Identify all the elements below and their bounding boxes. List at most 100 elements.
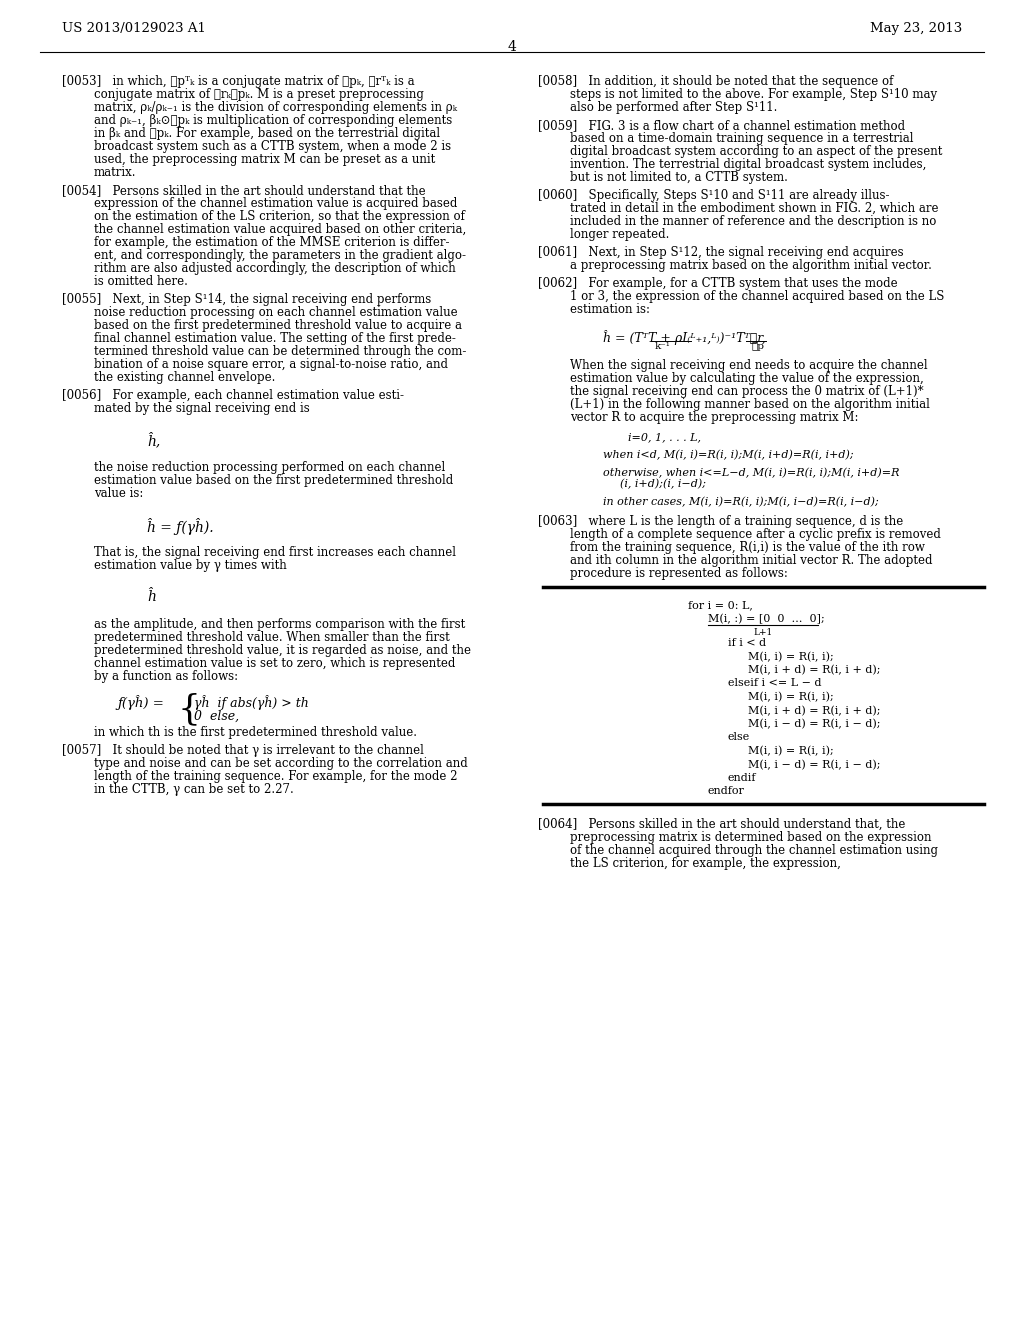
Text: M(i, i − d) = R(i, i − d);: M(i, i − d) = R(i, i − d);: [748, 759, 881, 770]
Text: longer repeated.: longer repeated.: [570, 228, 670, 242]
Text: endfor: endfor: [708, 787, 744, 796]
Text: value is:: value is:: [94, 487, 143, 500]
Text: matrix, ρₖ/ρₖ₋₁ is the division of corresponding elements in ρₖ: matrix, ρₖ/ρₖ₋₁ is the division of corre…: [94, 102, 457, 114]
Text: a preprocessing matrix based on the algorithm initial vector.: a preprocessing matrix based on the algo…: [570, 259, 932, 272]
Text: ⃗p: ⃗p: [751, 342, 764, 351]
Text: [0054]   Persons skilled in the art should understand that the: [0054] Persons skilled in the art should…: [62, 183, 426, 197]
Text: included in the manner of reference and the description is no: included in the manner of reference and …: [570, 215, 936, 228]
Text: [0060]   Specifically, Steps S¹10 and S¹11 are already illus-: [0060] Specifically, Steps S¹10 and S¹11…: [538, 189, 890, 202]
Text: US 2013/0129023 A1: US 2013/0129023 A1: [62, 22, 206, 36]
Text: the noise reduction processing performed on each channel: the noise reduction processing performed…: [94, 461, 445, 474]
Text: broadcast system such as a CTTB system, when a mode 2 is: broadcast system such as a CTTB system, …: [94, 140, 452, 153]
Text: May 23, 2013: May 23, 2013: [869, 22, 962, 36]
Text: ĥ,: ĥ,: [147, 433, 160, 449]
Text: in βₖ and ⃗pₖ. For example, based on the terrestrial digital: in βₖ and ⃗pₖ. For example, based on the…: [94, 127, 440, 140]
Text: the existing channel envelope.: the existing channel envelope.: [94, 371, 275, 384]
Text: the channel estimation value acquired based on other criteria,: the channel estimation value acquired ba…: [94, 223, 466, 236]
Text: [0064]   Persons skilled in the art should understand that, the: [0064] Persons skilled in the art should…: [538, 818, 905, 832]
Text: M(i, :) = [0  0  …  0];: M(i, :) = [0 0 … 0];: [708, 614, 824, 624]
Text: [0062]   For example, for a CTTB system that uses the mode: [0062] For example, for a CTTB system th…: [538, 277, 898, 290]
Text: ĥ: ĥ: [147, 590, 156, 605]
Text: vector R to acquire the preprocessing matrix M:: vector R to acquire the preprocessing ma…: [570, 411, 858, 424]
Text: from the training sequence, R(i,i) is the value of the ith row: from the training sequence, R(i,i) is th…: [570, 541, 925, 554]
Text: matrix.: matrix.: [94, 166, 136, 180]
Text: (L+1) in the following manner based on the algorithm initial: (L+1) in the following manner based on t…: [570, 399, 930, 411]
Text: but is not limited to, a CTTB system.: but is not limited to, a CTTB system.: [570, 172, 787, 183]
Text: ƒ(γĥ) =: ƒ(γĥ) =: [117, 696, 164, 710]
Text: otherwise, when i<=L−d, M(i, i)=R(i, i);M(i, i+d)=R: otherwise, when i<=L−d, M(i, i)=R(i, i);…: [603, 469, 899, 478]
Text: is omitted here.: is omitted here.: [94, 275, 187, 288]
Text: elseif i <= L − d: elseif i <= L − d: [728, 678, 821, 689]
Text: When the signal receiving end needs to acquire the channel: When the signal receiving end needs to a…: [570, 359, 928, 372]
Text: L+1: L+1: [754, 628, 773, 638]
Text: That is, the signal receiving end first increases each channel: That is, the signal receiving end first …: [94, 546, 456, 558]
Text: also be performed after Step S¹11.: also be performed after Step S¹11.: [570, 102, 777, 114]
Text: final channel estimation value. The setting of the first prede-: final channel estimation value. The sett…: [94, 333, 456, 345]
Text: 4: 4: [508, 40, 516, 54]
Text: bination of a noise square error, a signal-to-noise ratio, and: bination of a noise square error, a sign…: [94, 358, 449, 371]
Text: k⁻¹: k⁻¹: [655, 342, 671, 351]
Text: predetermined threshold value. When smaller than the first: predetermined threshold value. When smal…: [94, 631, 450, 644]
Text: by a function as follows:: by a function as follows:: [94, 671, 239, 682]
Text: (i, i+d);(i, i−d);: (i, i+d);(i, i−d);: [620, 479, 706, 490]
Text: ent, and correspondingly, the parameters in the gradient algo-: ent, and correspondingly, the parameters…: [94, 249, 466, 261]
Text: channel estimation value is set to zero, which is represented: channel estimation value is set to zero,…: [94, 657, 456, 671]
Text: for example, the estimation of the MMSE criterion is differ-: for example, the estimation of the MMSE …: [94, 236, 450, 249]
Text: ĥ = ƒ(γĥ).: ĥ = ƒ(γĥ).: [147, 517, 214, 535]
Text: ĥ = (TᵀT + ρI₍ᴸ₊₁,ᴸ₎)⁻¹Tᵀ⃗r,: ĥ = (TᵀT + ρI₍ᴸ₊₁,ᴸ₎)⁻¹Tᵀ⃗r,: [603, 330, 766, 345]
Text: [0057]   It should be noted that γ is irrelevant to the channel: [0057] It should be noted that γ is irre…: [62, 744, 424, 756]
Text: [0058]   In addition, it should be noted that the sequence of: [0058] In addition, it should be noted t…: [538, 75, 893, 88]
Text: {: {: [177, 692, 200, 726]
Text: i=0, 1, . . . L,: i=0, 1, . . . L,: [628, 432, 701, 442]
Text: estimation value by calculating the value of the expression,: estimation value by calculating the valu…: [570, 372, 924, 385]
Text: mated by the signal receiving end is: mated by the signal receiving end is: [94, 403, 309, 414]
Text: used, the preprocessing matrix M can be preset as a unit: used, the preprocessing matrix M can be …: [94, 153, 435, 166]
Text: termined threshold value can be determined through the com-: termined threshold value can be determin…: [94, 345, 466, 358]
Text: [0053]   in which, ⃗pᵀₖ is a conjugate matrix of ⃗pₖ, ⃗rᵀₖ is a: [0053] in which, ⃗pᵀₖ is a conjugate mat…: [62, 75, 415, 88]
Text: based on the first predetermined threshold value to acquire a: based on the first predetermined thresho…: [94, 319, 462, 333]
Text: preprocessing matrix is determined based on the expression: preprocessing matrix is determined based…: [570, 832, 932, 843]
Text: in which th is the first predetermined threshold value.: in which th is the first predetermined t…: [94, 726, 417, 739]
Text: and ρₖ₋₁, βₖ⊙⃗pₖ is multiplication of corresponding elements: and ρₖ₋₁, βₖ⊙⃗pₖ is multiplication of co…: [94, 114, 453, 127]
Text: the signal receiving end can process the 0 matrix of (L+1)*: the signal receiving end can process the…: [570, 385, 924, 399]
Text: M(i, i) = R(i, i);: M(i, i) = R(i, i);: [748, 652, 834, 661]
Text: [0059]   FIG. 3 is a flow chart of a channel estimation method: [0059] FIG. 3 is a flow chart of a chann…: [538, 119, 905, 132]
Text: 0  else,: 0 else,: [194, 710, 240, 723]
Text: γĥ  if abs(γĥ) > th: γĥ if abs(γĥ) > th: [194, 696, 309, 710]
Text: conjugate matrix of ⃗rₖ⃗pₖ. M is a preset preprocessing: conjugate matrix of ⃗rₖ⃗pₖ. M is a prese…: [94, 88, 424, 102]
Text: when i<d, M(i, i)=R(i, i);M(i, i+d)=R(i, i+d);: when i<d, M(i, i)=R(i, i);M(i, i+d)=R(i,…: [603, 450, 854, 461]
Text: estimation value by γ times with: estimation value by γ times with: [94, 558, 287, 572]
Text: as the amplitude, and then performs comparison with the first: as the amplitude, and then performs comp…: [94, 618, 465, 631]
Text: [0061]   Next, in Step S¹12, the signal receiving end acquires: [0061] Next, in Step S¹12, the signal re…: [538, 246, 903, 259]
Text: in other cases, M(i, i)=R(i, i);M(i, i−d)=R(i, i−d);: in other cases, M(i, i)=R(i, i);M(i, i−d…: [603, 498, 879, 507]
Text: on the estimation of the LS criterion, so that the expression of: on the estimation of the LS criterion, s…: [94, 210, 465, 223]
Text: noise reduction processing on each channel estimation value: noise reduction processing on each chann…: [94, 306, 458, 319]
Text: steps is not limited to the above. For example, Step S¹10 may: steps is not limited to the above. For e…: [570, 88, 937, 102]
Text: if i < d: if i < d: [728, 638, 766, 648]
Text: digital broadcast system according to an aspect of the present: digital broadcast system according to an…: [570, 145, 942, 158]
Text: procedure is represented as follows:: procedure is represented as follows:: [570, 568, 787, 579]
Text: M(i, i) = R(i, i);: M(i, i) = R(i, i);: [748, 746, 834, 756]
Text: M(i, i − d) = R(i, i − d);: M(i, i − d) = R(i, i − d);: [748, 719, 881, 730]
Text: invention. The terrestrial digital broadcast system includes,: invention. The terrestrial digital broad…: [570, 158, 927, 172]
Text: M(i, i + d) = R(i, i + d);: M(i, i + d) = R(i, i + d);: [748, 665, 881, 676]
Text: endif: endif: [728, 774, 757, 783]
Text: based on a time-domain training sequence in a terrestrial: based on a time-domain training sequence…: [570, 132, 913, 145]
Text: [0063]   where L is the length of a training sequence, d is the: [0063] where L is the length of a traini…: [538, 515, 903, 528]
Text: else: else: [728, 733, 751, 742]
Text: estimation value based on the first predetermined threshold: estimation value based on the first pred…: [94, 474, 454, 487]
Text: [0055]   Next, in Step S¹14, the signal receiving end performs: [0055] Next, in Step S¹14, the signal re…: [62, 293, 431, 306]
Text: length of a complete sequence after a cyclic prefix is removed: length of a complete sequence after a cy…: [570, 528, 941, 541]
Text: type and noise and can be set according to the correlation and: type and noise and can be set according …: [94, 756, 468, 770]
Text: length of the training sequence. For example, for the mode 2: length of the training sequence. For exa…: [94, 770, 458, 783]
Text: [0056]   For example, each channel estimation value esti-: [0056] For example, each channel estimat…: [62, 389, 404, 403]
Text: trated in detail in the embodiment shown in FIG. 2, which are: trated in detail in the embodiment shown…: [570, 202, 939, 215]
Text: M(i, i + d) = R(i, i + d);: M(i, i + d) = R(i, i + d);: [748, 705, 881, 715]
Text: of the channel acquired through the channel estimation using: of the channel acquired through the chan…: [570, 843, 938, 857]
Text: predetermined threshold value, it is regarded as noise, and the: predetermined threshold value, it is reg…: [94, 644, 471, 657]
Text: in the CTTB, γ can be set to 2.27.: in the CTTB, γ can be set to 2.27.: [94, 783, 294, 796]
Text: M(i, i) = R(i, i);: M(i, i) = R(i, i);: [748, 692, 834, 702]
Text: the LS criterion, for example, the expression,: the LS criterion, for example, the expre…: [570, 857, 841, 870]
Text: estimation is:: estimation is:: [570, 304, 650, 315]
Text: for i = 0: L,: for i = 0: L,: [688, 601, 753, 610]
